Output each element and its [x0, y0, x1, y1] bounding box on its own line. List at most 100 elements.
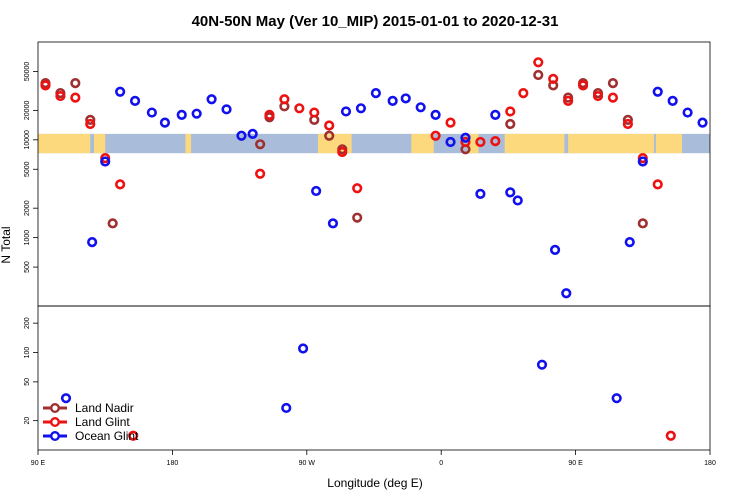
point-land-glint [505, 106, 516, 117]
y-axis-label: N Total [0, 226, 13, 263]
legend-label-ocean-glint: Ocean Glint [75, 429, 139, 443]
point-ocean-glint [176, 109, 187, 120]
x-axis-label: Longitude (deg E) [327, 476, 422, 490]
point-land-glint [592, 90, 604, 102]
y-tick-label: 100 [24, 347, 31, 359]
legend-label-land-nadir: Land Nadir [75, 401, 134, 415]
y-tick-label: 5000 [24, 161, 31, 177]
point-ocean-glint [281, 402, 292, 414]
y-tick-label: 10000 [24, 130, 31, 150]
point-ocean-glint [460, 132, 471, 143]
y-tick-label: 500 [24, 261, 31, 273]
point-land-glint [533, 57, 544, 68]
map-strip-land [38, 133, 91, 154]
point-land-nadir [607, 78, 619, 89]
y-tick-label: 50 [24, 378, 31, 386]
point-land-nadir [255, 139, 266, 150]
point-land-nadir [352, 212, 363, 223]
point-land-glint [622, 118, 633, 130]
data-points [40, 57, 708, 441]
point-land-glint [460, 136, 471, 148]
map-strip-land [504, 133, 565, 154]
legend-marker-land-glint [50, 417, 61, 428]
point-ocean-glint [536, 359, 548, 370]
point-land-glint [40, 80, 51, 91]
x-axis: 90 E 180 90 W 0 90 E 180 [31, 450, 716, 467]
point-ocean-glint [682, 107, 693, 118]
point-ocean-glint [87, 237, 98, 248]
point-land-glint [548, 73, 559, 84]
point-ocean-glint [400, 93, 411, 104]
point-land-nadir [107, 218, 118, 229]
point-land-glint [55, 90, 66, 102]
point-ocean-glint [475, 188, 486, 199]
legend-marker-ocean-glint [50, 431, 61, 442]
y-tick-label: 50000 [24, 62, 31, 82]
point-land-glint [490, 136, 501, 147]
x-tick-label: 90 W [299, 460, 316, 467]
point-land-nadir [505, 118, 516, 130]
legend-marker-land-nadir [50, 403, 61, 414]
point-land-glint [563, 95, 574, 106]
point-land-nadir [637, 218, 648, 229]
point-ocean-glint [311, 185, 322, 197]
map-strip-land [411, 133, 434, 154]
point-land-glint [255, 168, 266, 179]
point-ocean-glint [100, 156, 111, 167]
x-tick-label: 180 [704, 460, 716, 467]
point-ocean-glint [445, 136, 456, 148]
point-ocean-glint [191, 108, 202, 119]
point-ocean-glint [505, 187, 516, 198]
lower-y-axis: 20 50 100 200 [24, 317, 38, 425]
point-land-glint [337, 146, 348, 158]
x-tick-label: 90 E [31, 460, 46, 467]
point-ocean-glint [697, 117, 708, 128]
point-ocean-glint [236, 130, 247, 141]
point-ocean-glint [60, 393, 72, 404]
point-ocean-glint [159, 117, 171, 128]
point-ocean-glint [430, 109, 441, 120]
point-land-glint [115, 179, 126, 190]
legend-label-land-glint: Land Glint [75, 415, 130, 429]
legend-item-land-nadir: Land Nadir [43, 401, 134, 415]
point-land-glint [475, 136, 486, 148]
map-strip-land [655, 133, 682, 154]
lower-panel-frame [37, 305, 711, 451]
point-land-glint [577, 80, 589, 91]
point-land-glint [352, 183, 363, 194]
y-tick-label: 20 [24, 417, 31, 425]
point-land-nadir [533, 69, 544, 81]
point-ocean-glint [549, 244, 561, 255]
point-land-glint [665, 430, 676, 441]
y-tick-label: 20000 [24, 101, 31, 121]
point-ocean-glint [561, 288, 572, 299]
point-ocean-glint [370, 88, 381, 99]
point-land-glint [279, 94, 290, 105]
x-tick-label: 0 [439, 460, 443, 467]
map-strip [38, 133, 710, 154]
point-land-glint [294, 103, 305, 114]
point-land-nadir [622, 114, 633, 125]
point-ocean-glint [247, 128, 258, 139]
point-ocean-glint [415, 102, 426, 113]
legend-item-land-glint: Land Glint [43, 415, 130, 429]
upper-y-axis: 500 1000 2000 5000 10000 20000 50000 [24, 62, 38, 273]
point-land-nadir [324, 130, 335, 141]
map-strip-land [568, 133, 654, 154]
point-ocean-glint [355, 103, 367, 114]
y-tick-label: 2000 [24, 200, 31, 216]
point-land-glint [324, 120, 335, 131]
point-land-glint [128, 430, 139, 441]
point-ocean-glint [652, 86, 663, 97]
point-ocean-glint [297, 343, 309, 354]
x-tick-label: 180 [167, 460, 179, 467]
point-land-glint [518, 88, 529, 99]
point-ocean-glint [206, 94, 217, 105]
point-land-glint [85, 118, 96, 130]
point-ocean-glint [667, 95, 678, 106]
point-ocean-glint [624, 237, 635, 248]
chart-title: 40N-50N May (Ver 10_MIP) 2015-01-01 to 2… [192, 13, 559, 30]
point-ocean-glint [340, 106, 352, 117]
map-strip-land [467, 133, 479, 154]
point-land-glint [70, 92, 81, 103]
